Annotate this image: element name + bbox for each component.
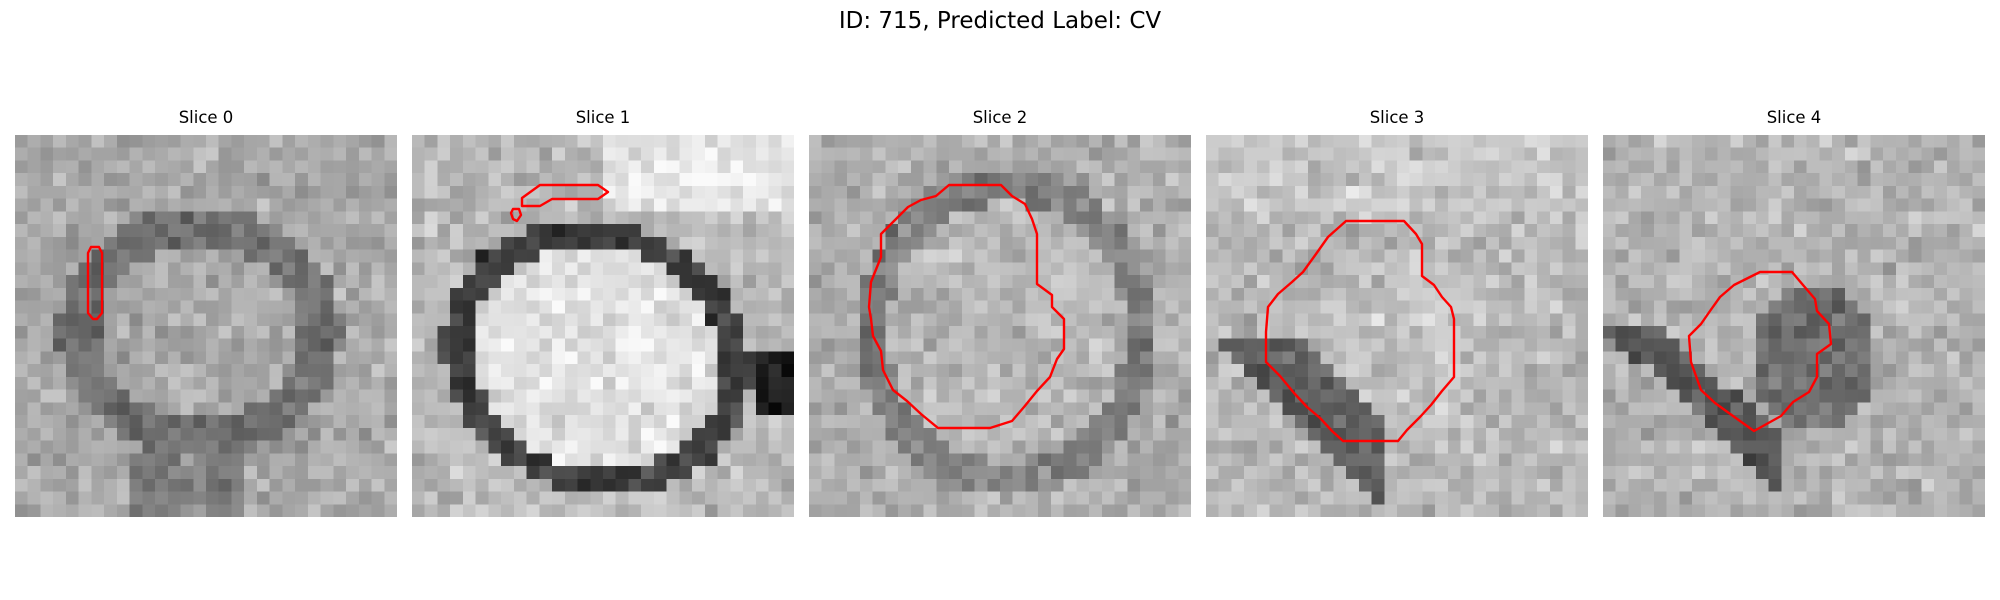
slice-image-1 <box>412 135 794 517</box>
slice-3-canvas <box>1206 135 1588 517</box>
slice-panel-1: Slice 1 <box>412 106 794 517</box>
slice-panel-3: Slice 3 <box>1206 106 1588 517</box>
segmentation-contour-3 <box>1264 219 1456 443</box>
segmentation-contour-0 <box>86 245 104 321</box>
segmentation-contour-4 <box>1687 270 1833 433</box>
slice-image-0 <box>15 135 397 517</box>
slice-title-3: Slice 3 <box>1369 108 1425 127</box>
slice-1-canvas <box>412 135 794 517</box>
segmentation-contour-2 <box>867 183 1066 430</box>
slice-3-overlay <box>1264 219 1456 443</box>
segmentation-contour-1b <box>509 207 523 223</box>
slice-panel-0: Slice 0 <box>15 106 397 517</box>
slice-0-overlay <box>86 245 104 321</box>
slice-title-1: Slice 1 <box>575 108 631 127</box>
slice-panel-2: Slice 2 <box>809 106 1191 517</box>
slice-1-overlay <box>509 183 610 223</box>
slice-4-canvas <box>1603 135 1985 517</box>
slice-title-2: Slice 2 <box>972 108 1028 127</box>
slice-2-overlay <box>867 183 1066 430</box>
figure-title: ID: 715, Predicted Label: CV <box>838 8 1162 34</box>
segmentation-contour-1a <box>520 183 610 208</box>
slice-0-canvas <box>15 135 397 517</box>
slice-title-4: Slice 4 <box>1766 108 1822 127</box>
slice-panel-4: Slice 4 <box>1603 106 1985 517</box>
slice-image-2 <box>809 135 1191 517</box>
slice-image-3 <box>1206 135 1588 517</box>
slice-4-overlay <box>1687 270 1833 433</box>
slice-image-4 <box>1603 135 1985 517</box>
slice-title-0: Slice 0 <box>178 108 234 127</box>
